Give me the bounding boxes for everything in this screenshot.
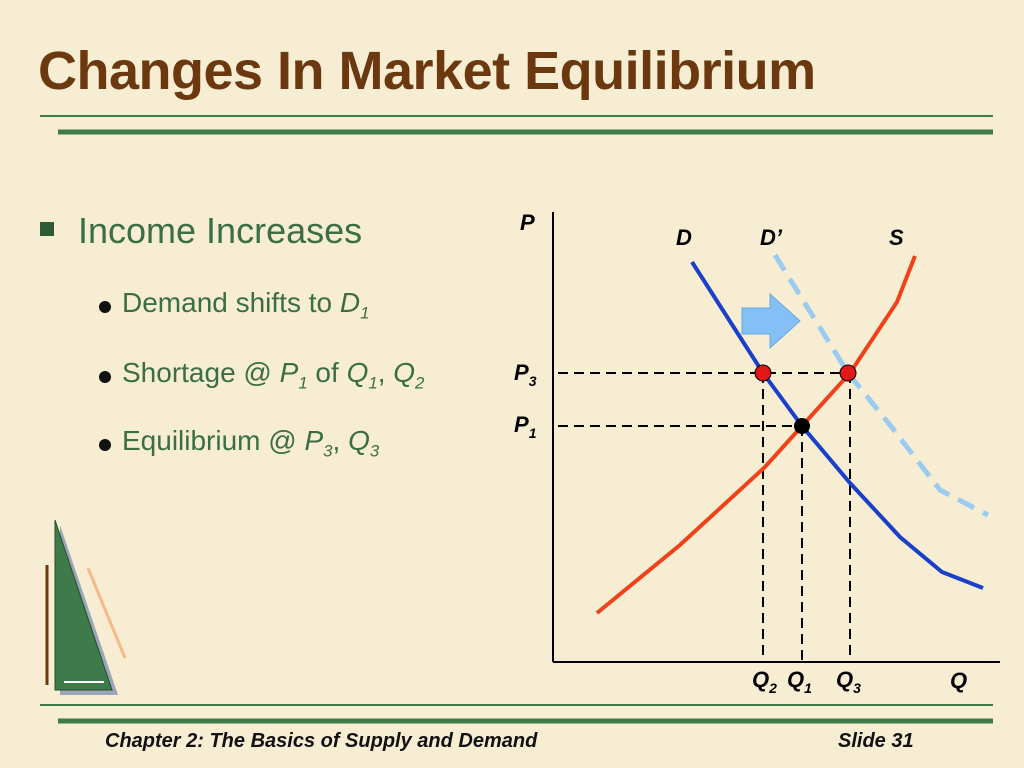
text-part: 2 bbox=[415, 373, 425, 393]
text-part: D bbox=[339, 287, 361, 318]
text-part: Q bbox=[752, 667, 769, 692]
bullet-square bbox=[40, 222, 54, 236]
text-part: P bbox=[304, 425, 324, 456]
text-part: 1 bbox=[529, 425, 537, 441]
point bbox=[839, 364, 857, 382]
text-part: 2 bbox=[768, 680, 777, 696]
point bbox=[794, 418, 810, 434]
curve-label: D’ bbox=[760, 225, 783, 250]
text-part: Q bbox=[787, 667, 804, 692]
text-part: Q bbox=[348, 425, 370, 456]
slide-title: Changes In Market Equilibrium bbox=[38, 41, 816, 101]
curve-label: S bbox=[889, 225, 904, 250]
sub-bullet: Equilibrium @ P3, Q3 bbox=[122, 425, 379, 462]
text-part: P bbox=[514, 412, 529, 437]
text-part: Q bbox=[836, 667, 853, 692]
text-part: 3 bbox=[369, 441, 380, 461]
price-label: P3 bbox=[514, 360, 537, 389]
text-part: P bbox=[514, 360, 529, 385]
text-part: Shortage @ bbox=[122, 357, 280, 388]
quantity-label: Q1 bbox=[787, 667, 812, 696]
quantity-label: Q3 bbox=[836, 667, 861, 696]
text-part: , bbox=[377, 357, 394, 388]
shift-arrow bbox=[741, 292, 801, 350]
text-part: P bbox=[279, 357, 299, 388]
decoration bbox=[86, 567, 127, 659]
text-part: of bbox=[307, 357, 347, 388]
text-part: Equilibrium @ bbox=[122, 425, 305, 456]
bullet-dot bbox=[99, 371, 111, 383]
price-label: P1 bbox=[514, 412, 537, 441]
text-part: 1 bbox=[368, 373, 378, 393]
text-part: 3 bbox=[853, 680, 861, 696]
sub-bullet: Demand shifts to D1 bbox=[122, 287, 369, 324]
text-part: Q bbox=[346, 357, 369, 388]
footer-chapter: Chapter 2: The Basics of Supply and Dema… bbox=[105, 730, 538, 752]
decoration bbox=[54, 519, 113, 691]
text-part: Demand shifts to bbox=[122, 287, 340, 318]
text-part: 1 bbox=[360, 303, 370, 323]
bullet: Income Increases bbox=[78, 210, 363, 251]
point bbox=[754, 364, 772, 382]
sub-bullet: Shortage @ P1 of Q1, Q2 bbox=[122, 357, 424, 394]
text-part: 3 bbox=[529, 373, 537, 389]
demand-shifted bbox=[772, 253, 990, 518]
bullet-dot bbox=[99, 439, 111, 451]
text-part: 3 bbox=[323, 441, 333, 461]
curve-label: D bbox=[676, 225, 692, 250]
text-part: Q bbox=[393, 357, 416, 388]
bullet-dot bbox=[99, 301, 111, 313]
text-part: , bbox=[332, 425, 349, 456]
text-part: 1 bbox=[298, 373, 308, 393]
axis-label: P bbox=[520, 210, 535, 235]
axis-label: Q bbox=[950, 668, 967, 693]
quantity-label: Q2 bbox=[752, 667, 777, 696]
text-part: 1 bbox=[804, 680, 812, 696]
footer-slide: Slide 31 bbox=[838, 730, 914, 752]
